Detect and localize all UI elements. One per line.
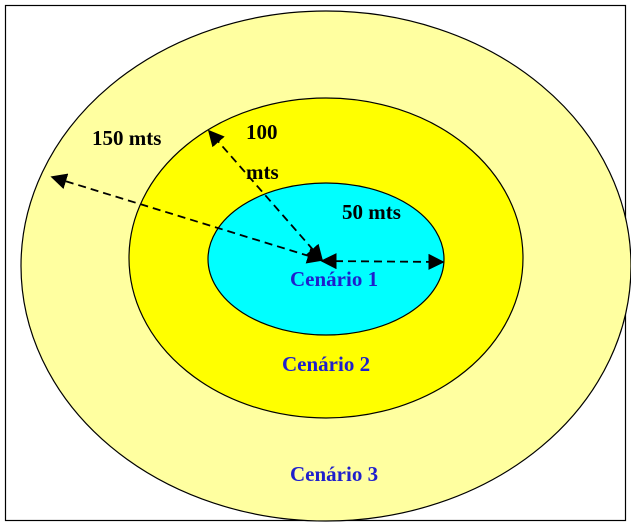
radius-arrow-150 <box>50 173 324 264</box>
radius-label-50: 50 mts <box>342 200 401 224</box>
radius-arrow-100 <box>207 129 324 262</box>
scenario-label-2: Cenário 2 <box>282 352 370 376</box>
radius-label-150: 150 mts <box>92 126 161 150</box>
radius-arrow-50 <box>320 253 445 270</box>
scenario-label-3: Cenário 3 <box>290 462 378 486</box>
inner-zone <box>207 182 445 336</box>
scenario-label-1: Cenário 1 <box>290 267 378 291</box>
radius-label-100-line2: mts <box>246 160 279 184</box>
radius-label-100-line1: 100 <box>246 120 278 144</box>
